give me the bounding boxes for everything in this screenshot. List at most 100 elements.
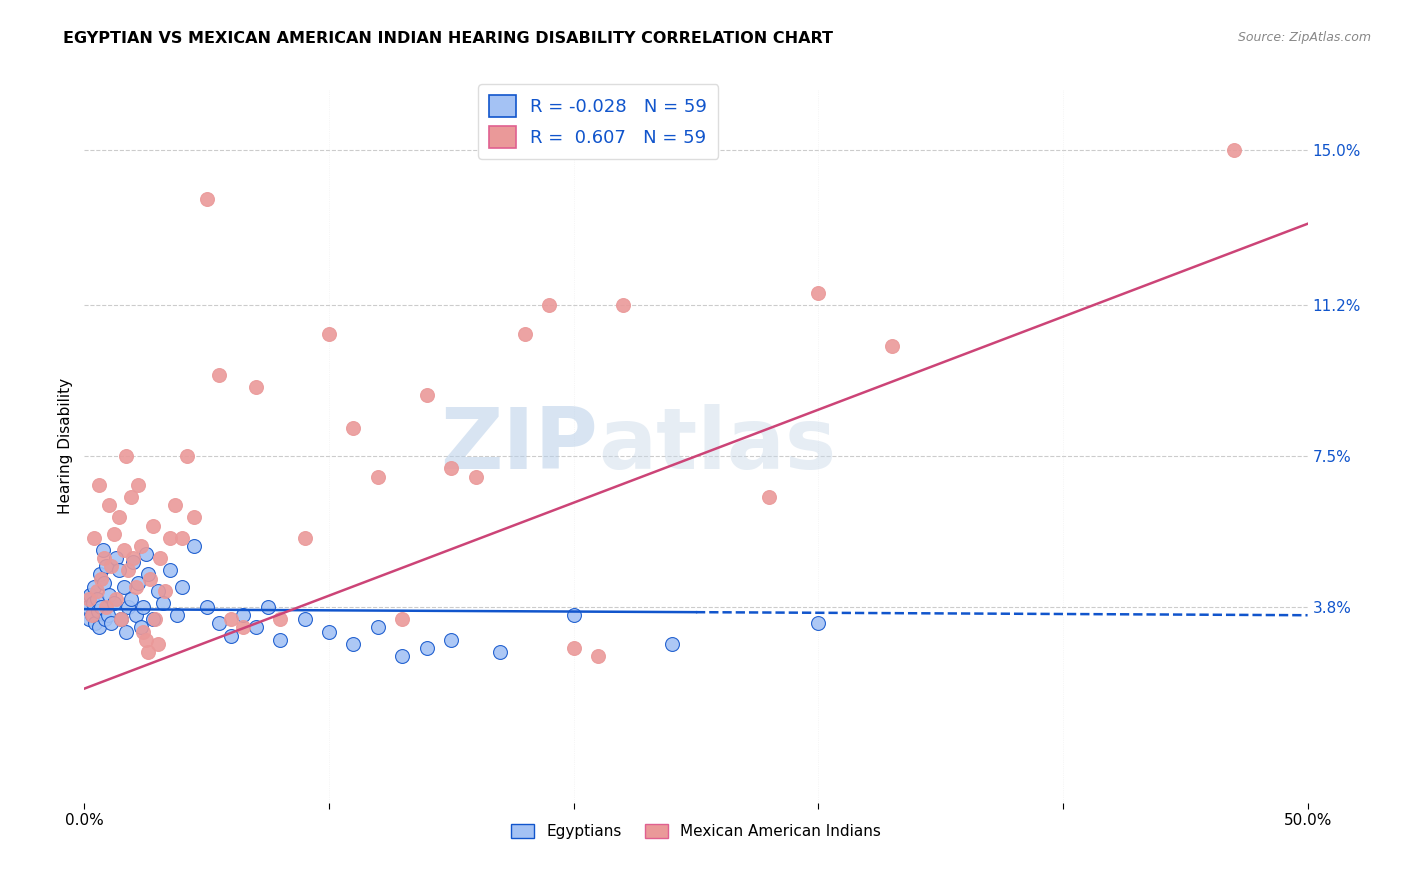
Point — [107, 510, 129, 524]
Point — [139, 572, 162, 586]
Point — [135, 547, 157, 561]
Point — [257, 600, 280, 615]
Point — [96, 559, 118, 574]
Point — [172, 531, 194, 545]
Point — [586, 648, 609, 663]
Point — [97, 498, 120, 512]
Point — [91, 543, 114, 558]
Point — [87, 477, 110, 491]
Point — [269, 612, 291, 626]
Point — [136, 645, 159, 659]
Point — [83, 531, 105, 545]
Point — [127, 575, 149, 590]
Point — [661, 637, 683, 651]
Point — [166, 608, 188, 623]
Point — [97, 588, 120, 602]
Point — [195, 600, 218, 615]
Point — [110, 612, 132, 626]
Point — [513, 326, 536, 341]
Point — [115, 449, 138, 463]
Point — [86, 591, 108, 606]
Point — [464, 469, 486, 483]
Point — [80, 608, 103, 623]
Point — [562, 640, 585, 655]
Point — [82, 596, 104, 610]
Point — [77, 591, 100, 606]
Point — [93, 551, 115, 566]
Point — [125, 608, 148, 623]
Point — [127, 477, 149, 491]
Point — [129, 539, 152, 553]
Point — [77, 600, 100, 615]
Text: Source: ZipAtlas.com: Source: ZipAtlas.com — [1237, 31, 1371, 45]
Point — [105, 551, 128, 566]
Point — [125, 580, 148, 594]
Point — [758, 490, 780, 504]
Point — [232, 608, 254, 623]
Point — [245, 380, 267, 394]
Point — [342, 637, 364, 651]
Point — [122, 551, 145, 566]
Point — [94, 612, 117, 626]
Point — [77, 612, 100, 626]
Point — [103, 526, 125, 541]
Point — [87, 620, 110, 634]
Point — [129, 620, 152, 634]
Point — [120, 490, 142, 504]
Point — [195, 192, 218, 206]
Point — [367, 469, 389, 483]
Point — [87, 604, 110, 618]
Point — [176, 449, 198, 463]
Point — [79, 588, 101, 602]
Point — [391, 612, 413, 626]
Point — [440, 461, 463, 475]
Text: ZIP: ZIP — [440, 404, 598, 488]
Point — [153, 583, 176, 598]
Point — [143, 612, 166, 626]
Point — [318, 326, 340, 341]
Point — [416, 388, 439, 402]
Point — [342, 420, 364, 434]
Point — [105, 591, 128, 606]
Point — [807, 616, 830, 631]
Point — [183, 539, 205, 553]
Point — [489, 645, 512, 659]
Point — [172, 580, 194, 594]
Point — [208, 368, 231, 382]
Point — [97, 608, 120, 623]
Point — [103, 596, 125, 610]
Point — [117, 600, 139, 615]
Point — [807, 286, 830, 301]
Point — [159, 563, 181, 577]
Point — [440, 632, 463, 647]
Point — [538, 298, 561, 312]
Point — [117, 563, 139, 577]
Point — [132, 600, 155, 615]
Point — [100, 559, 122, 574]
Point — [1223, 144, 1246, 158]
Point — [96, 600, 118, 615]
Point — [90, 572, 112, 586]
Point — [232, 620, 254, 634]
Point — [142, 612, 165, 626]
Point — [294, 612, 316, 626]
Point — [269, 632, 291, 647]
Point — [152, 596, 174, 610]
Point — [208, 616, 231, 631]
Point — [245, 620, 267, 634]
Text: EGYPTIAN VS MEXICAN AMERICAN INDIAN HEARING DISABILITY CORRELATION CHART: EGYPTIAN VS MEXICAN AMERICAN INDIAN HEAR… — [63, 31, 834, 46]
Point — [115, 624, 138, 639]
Point — [146, 583, 169, 598]
Point — [93, 575, 115, 590]
Point — [89, 567, 111, 582]
Point — [90, 600, 112, 615]
Point — [83, 580, 105, 594]
Point — [135, 632, 157, 647]
Point — [880, 339, 903, 353]
Point — [86, 583, 108, 598]
Point — [318, 624, 340, 639]
Point — [294, 531, 316, 545]
Point — [80, 608, 103, 623]
Text: atlas: atlas — [598, 404, 837, 488]
Point — [122, 555, 145, 569]
